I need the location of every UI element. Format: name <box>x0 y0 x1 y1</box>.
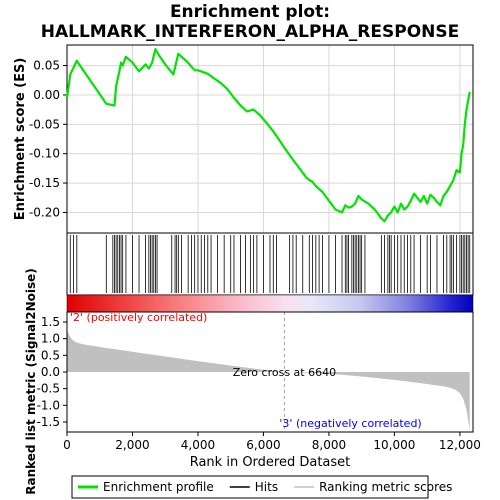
es-y-tick-label: -0.05 <box>29 117 60 131</box>
chart-title-line1: Enrichment plot: <box>169 2 331 22</box>
es-y-tick-label: 0.05 <box>33 59 60 73</box>
es-y-tick-label: -0.10 <box>29 147 60 161</box>
x-tick-label: 12,000 <box>439 438 481 452</box>
enrichment-profile-line <box>65 47 471 223</box>
metric-y-tick-label: 1.0 <box>41 332 60 346</box>
legend-box <box>71 475 429 499</box>
metric-y-tick-label: -1.5 <box>37 415 60 429</box>
zero-cross-label: Zero cross at 6640 <box>233 366 336 379</box>
metric-y-tick-label: -0.5 <box>37 382 60 396</box>
legend-label-1: Enrichment profile <box>103 480 214 494</box>
x-tick-label: 6,000 <box>246 438 280 452</box>
metric-y-tick-label: 0.5 <box>41 348 60 362</box>
x-tick-label: 4,000 <box>181 438 215 452</box>
metric-y-tick-label: 1.5 <box>41 315 60 329</box>
metric-y-tick-label: 0.0 <box>41 365 60 379</box>
x-tick-label: 2,000 <box>115 438 149 452</box>
es-panel-background <box>67 45 473 233</box>
es-y-axis-label: Enrichment score (ES) <box>13 58 28 221</box>
positive-correlation-label: '2' (positively correlated) <box>70 311 207 324</box>
es-y-tick-label: -0.15 <box>29 176 60 190</box>
negative-correlation-label: '3' (negatively correlated) <box>279 417 421 430</box>
metric-panel-frame <box>66 311 474 433</box>
es-y-tick-label: -0.20 <box>29 205 60 219</box>
legend-label-3: Ranking metric scores <box>319 480 452 494</box>
legend-label-2: Hits <box>255 480 278 494</box>
metric-y-tick-label: -1.0 <box>37 398 60 412</box>
x-tick-label: 10,000 <box>373 438 415 452</box>
metric-y-axis-label: Ranked list metric (Signal2Noise) <box>24 268 38 495</box>
es-y-tick-label: 0.00 <box>33 88 60 102</box>
chart-title-line2: HALLMARK_INTERFERON_ALPHA_RESPONSE <box>40 22 460 42</box>
x-axis-label: Rank in Ordered Dataset <box>190 455 351 470</box>
x-tick-label: 0 <box>63 438 71 452</box>
ranking-color-bar <box>66 294 474 313</box>
x-tick-label: 8,000 <box>312 438 346 452</box>
